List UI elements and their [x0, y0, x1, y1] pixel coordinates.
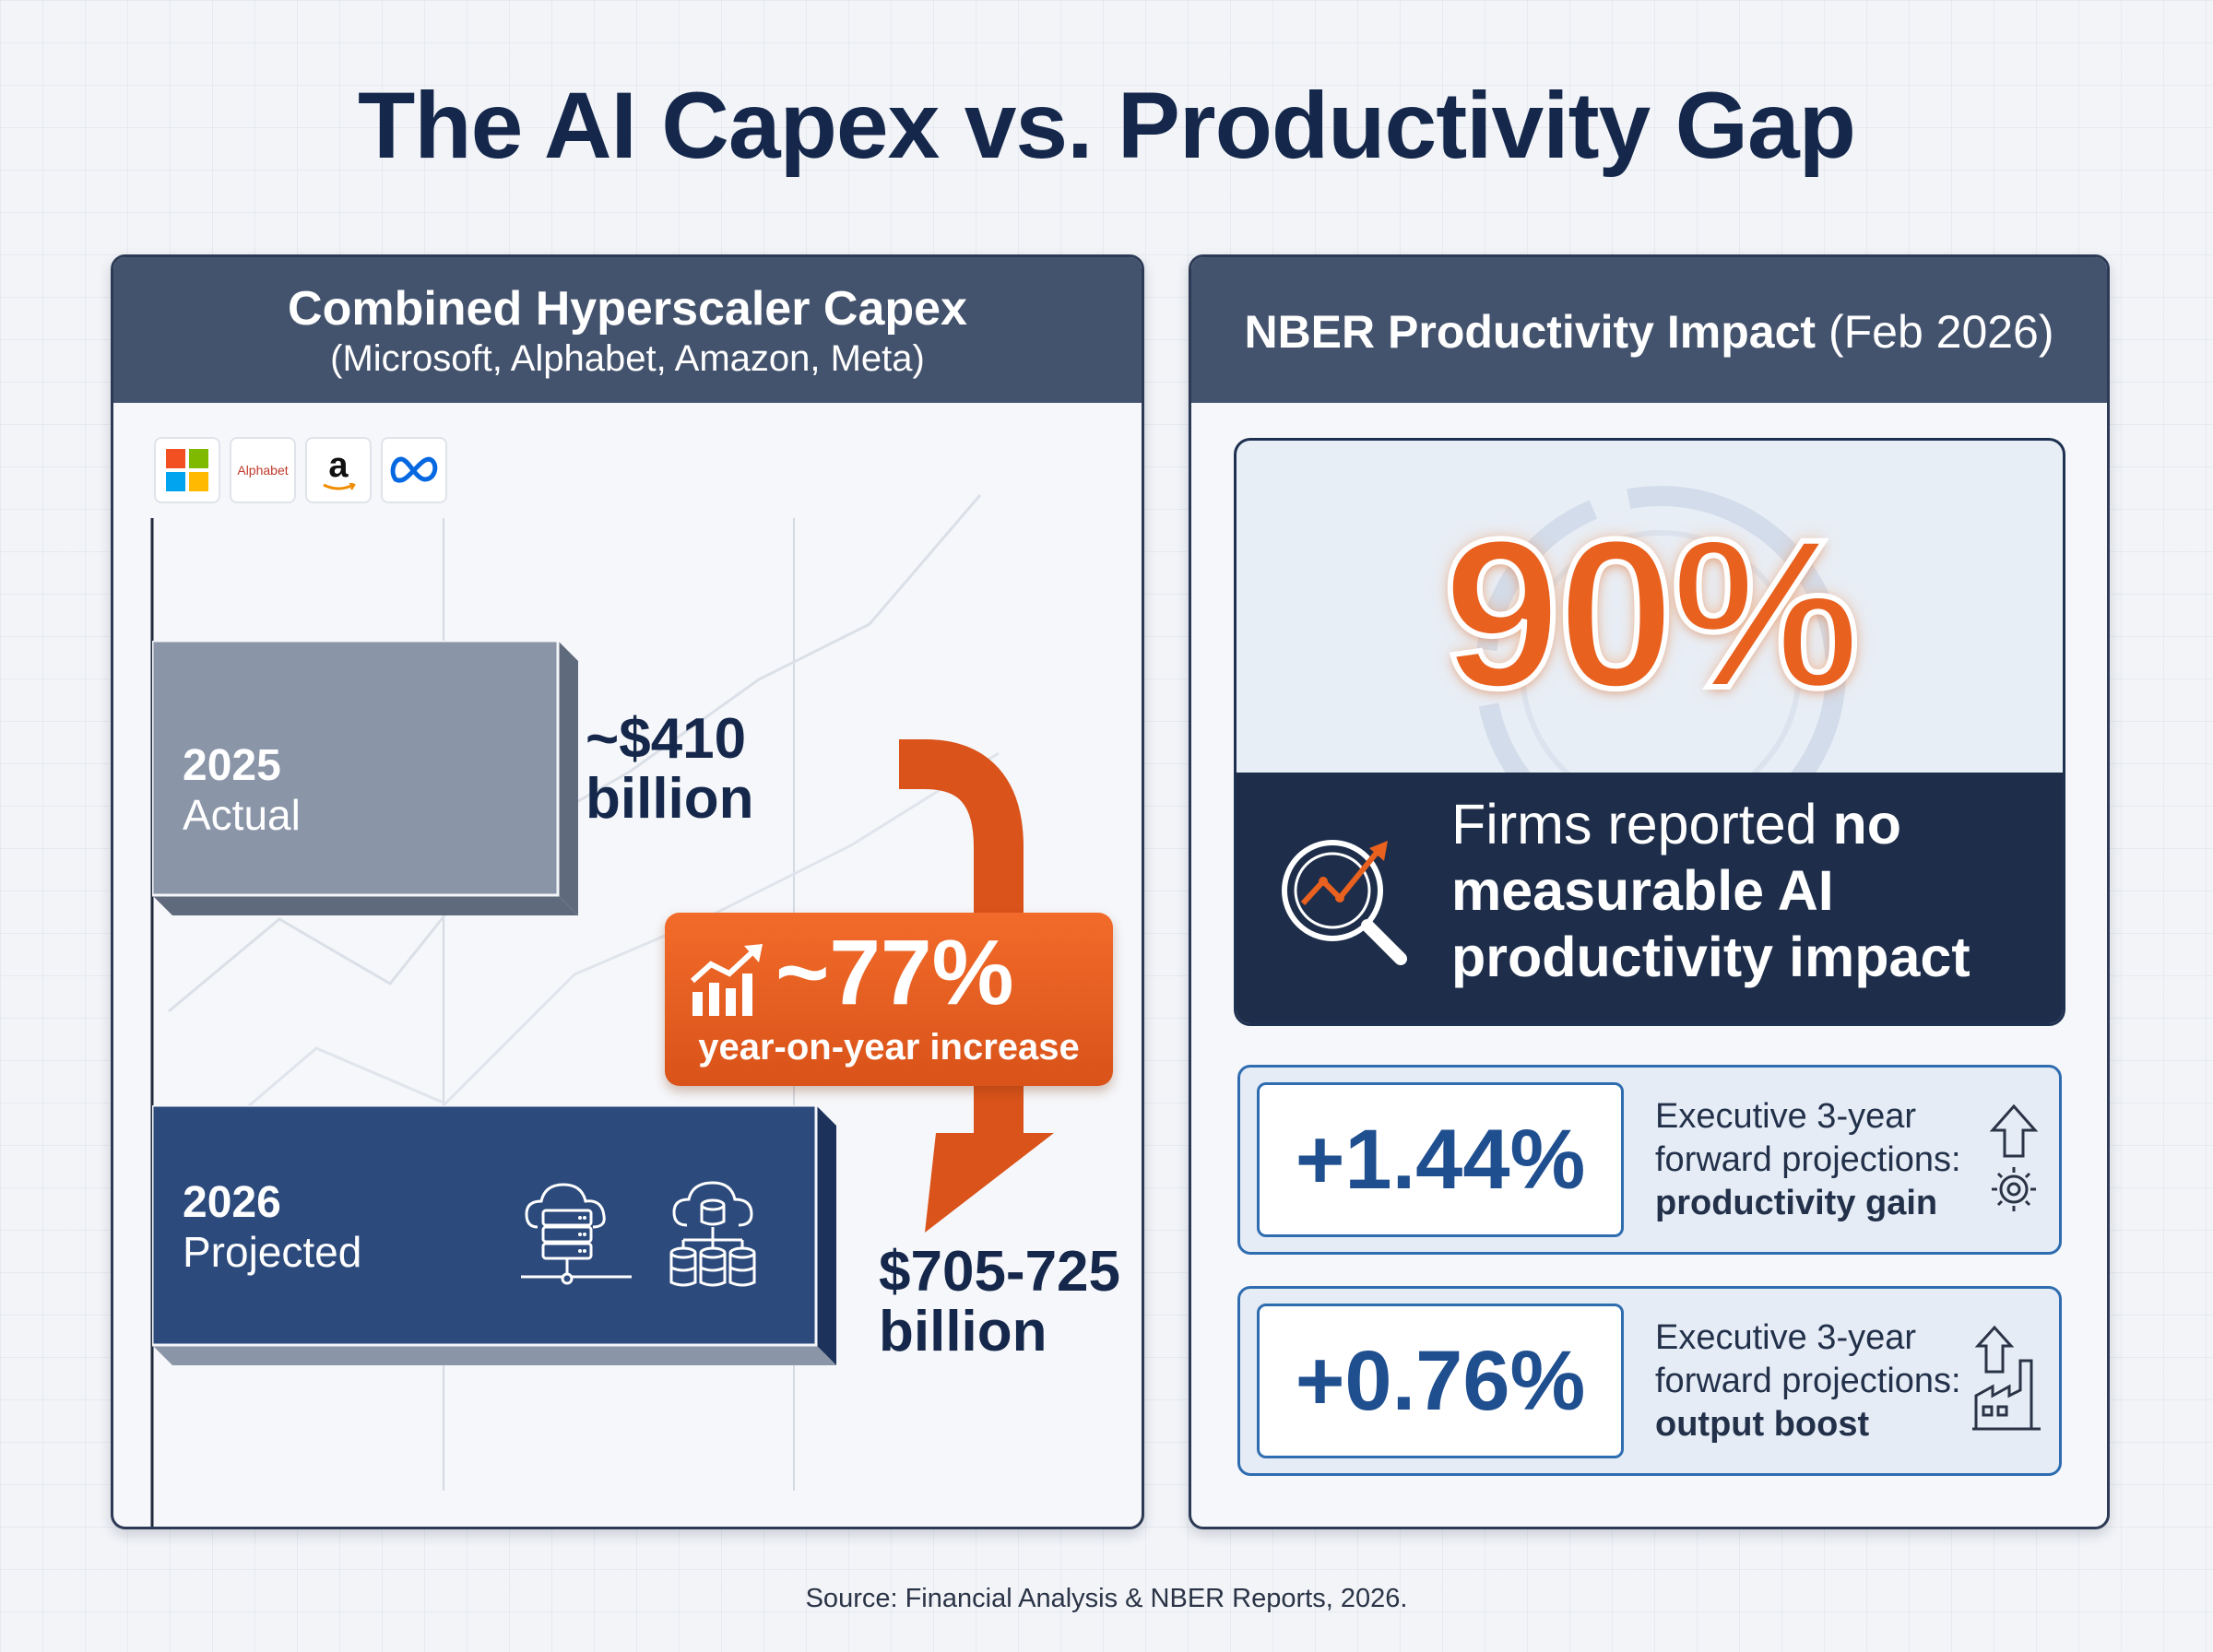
survey-stat-value: 90%: [1440, 492, 1863, 735]
metric-productivity-line3: productivity gain: [1655, 1184, 1938, 1222]
stat-text-normal: Firms reported: [1451, 793, 1833, 856]
stat-text-no: no: [1832, 793, 1902, 856]
metric-output-line1: Executive 3-year: [1655, 1318, 1917, 1357]
bar-2025-kind: Actual: [183, 791, 301, 839]
metric-output-value: +0.76%: [1295, 1333, 1586, 1428]
bar-2025-value-unit: billion: [586, 767, 754, 832]
bar-2025-year: 2025: [183, 741, 281, 790]
nber-title-date: (Feb 2026): [1828, 306, 2054, 358]
metric-productivity-line1: Executive 3-year: [1655, 1097, 1917, 1136]
growth-badge: ~77% year-on-year increase: [665, 913, 1113, 1086]
metric-productivity-line2: forward projections:: [1655, 1140, 1961, 1179]
bar-2026-kind-label: Projected: [183, 1228, 362, 1276]
bar-2025-shape: [152, 641, 578, 915]
metric-productivity-value: +1.44%: [1295, 1112, 1586, 1207]
metric-output-line2: forward projections:: [1655, 1362, 1961, 1400]
microsoft-logo: [154, 437, 220, 503]
meta-logo: [381, 437, 447, 503]
cloud-server-icon: [521, 1183, 632, 1285]
amazon-logo-text: a: [328, 446, 349, 485]
capex-panel-header: Combined Hyperscaler Capex (Microsoft, A…: [113, 257, 1142, 403]
bar-2026-full-shape: [152, 1105, 836, 1365]
bar-2026-value-amount: $705-725: [879, 1240, 1121, 1304]
metric-output-line3: output boost: [1655, 1405, 1870, 1444]
nber-title-main: NBER Productivity Impact: [1244, 306, 1817, 358]
capex-panel: Combined Hyperscaler Capex (Microsoft, A…: [111, 254, 1144, 1529]
nber-panel: NBER Productivity Impact (Feb 2026) 90% …: [1189, 254, 2110, 1529]
metric-card-productivity: +1.44% Executive 3-year forward projecti…: [1237, 1065, 2062, 1255]
stat-text-impact: measurable AI productivity impact: [1451, 859, 1970, 988]
nber-panel-title: NBER Productivity Impact (Feb 2026): [1191, 305, 2107, 359]
bar-2026-value: $705-725 billion: [879, 1242, 1120, 1362]
survey-stat-card: 90% Firms reported no measurable AI prod…: [1234, 438, 2065, 1026]
bar-2026-value-unit: billion: [879, 1300, 1047, 1364]
capex-panel-title: Combined Hyperscaler Capex: [288, 282, 967, 336]
survey-stat-description: Firms reported no measurable AI producti…: [1451, 791, 2041, 990]
magnifier-trend-icon: [1282, 840, 1407, 965]
metric-output-description: Executive 3-year forward projections: ou…: [1655, 1316, 1961, 1446]
alphabet-logo-text: Alphabet: [237, 463, 289, 478]
survey-stat-footer: Firms reported no measurable AI producti…: [1237, 773, 2063, 1023]
growth-value: ~77%: [775, 921, 1014, 1024]
page-title: The AI Capex vs. Productivity Gap: [357, 73, 1856, 178]
metric-value-box: +1.44%: [1257, 1082, 1624, 1237]
arrow-up-gear-icon: [1989, 1104, 2039, 1211]
growth-chart-icon: [690, 944, 763, 1016]
growth-caption: year-on-year increase: [698, 1027, 1080, 1068]
metric-value-box: +0.76%: [1257, 1304, 1624, 1458]
bar-2026-year-label: 2026: [183, 1178, 281, 1227]
bar-2025-value: ~$410 billion: [586, 709, 754, 829]
alphabet-logo: Alphabet: [230, 437, 296, 503]
metric-card-output: +0.76% Executive 3-year forward projecti…: [1237, 1286, 2062, 1476]
growth-arrow: [899, 739, 1054, 1233]
amazon-logo: a: [305, 437, 372, 503]
bar-2025-value-amount: ~$410: [586, 707, 747, 771]
nber-panel-header: NBER Productivity Impact (Feb 2026): [1191, 257, 2107, 403]
metric-productivity-description: Executive 3-year forward projections: pr…: [1655, 1095, 1961, 1225]
cloud-database-icon: [669, 1181, 756, 1287]
capex-panel-subtitle: (Microsoft, Alphabet, Amazon, Meta): [330, 338, 925, 379]
stat-background-rings: [1475, 486, 1846, 773]
factory-arrow-icon: [1972, 1326, 2041, 1431]
source-note: Source: Financial Analysis & NBER Report…: [805, 1584, 1408, 1613]
